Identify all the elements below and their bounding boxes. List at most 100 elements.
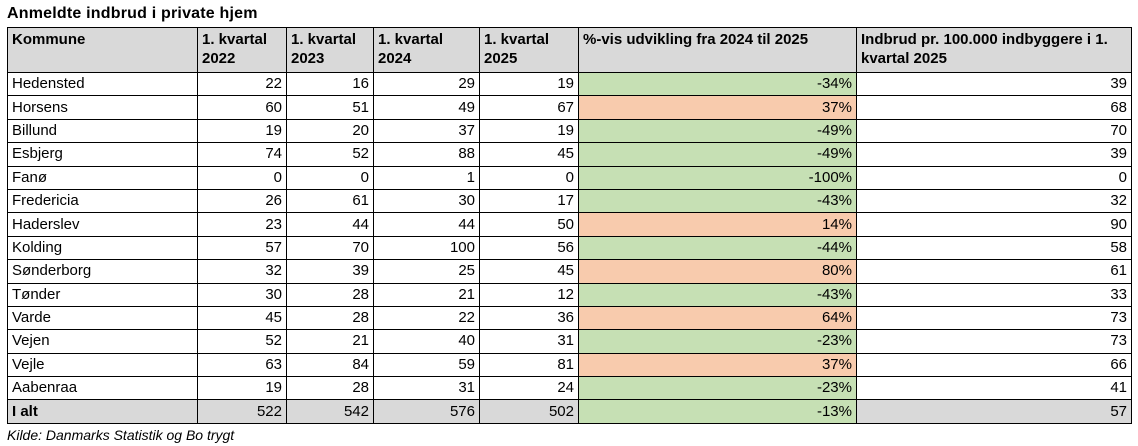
table-row: Varde 45 28 22 36 64% 73 [7,305,1132,331]
cell-q2022: 19 [197,376,287,401]
cell-q2023: 70 [286,235,374,261]
cell-change: -43% [578,188,857,214]
cell-q2024: 59 [373,352,480,378]
cell-per100k: 57 [856,399,1132,424]
header-change: %-vis udvikling fra 2024 til 2025 [578,27,857,73]
cell-kommune: Haderslev [7,212,198,237]
cell-q2023: 51 [286,95,374,120]
cell-per100k: 73 [856,305,1132,331]
source-note: Kilde: Danmarks Statistik og Bo trygt [7,427,235,443]
cell-per100k: 39 [856,71,1132,97]
cell-change: -23% [578,376,857,401]
cell-q2024: 31 [373,376,480,401]
cell-kommune: Esbjerg [7,142,198,167]
cell-kommune: Fredericia [7,188,198,214]
cell-per100k: 90 [856,212,1132,237]
table-row: Haderslev 23 44 44 50 14% 90 [7,212,1132,237]
cell-q2023: 61 [286,188,374,214]
cell-q2022: 45 [197,305,287,331]
cell-q2024: 44 [373,212,480,237]
cell-q2025: 12 [479,282,579,307]
cell-kommune: Tønder [7,282,198,307]
cell-change: -49% [578,142,857,167]
cell-q2023: 0 [286,165,374,190]
cell-q2022: 522 [197,399,287,424]
total-row: I alt 522 542 576 502 -13% 57 [7,399,1132,424]
cell-q2023: 28 [286,305,374,331]
cell-q2024: 576 [373,399,480,424]
cell-q2022: 26 [197,188,287,214]
cell-q2025: 67 [479,95,579,120]
cell-change: 14% [578,212,857,237]
cell-per100k: 61 [856,259,1132,284]
table-row: Vejle 63 84 59 81 37% 66 [7,352,1132,378]
cell-q2025: 24 [479,376,579,401]
table-row: Aabenraa 19 28 31 24 -23% 41 [7,376,1132,401]
cell-q2022: 60 [197,95,287,120]
cell-kommune: Billund [7,118,198,144]
cell-q2025: 50 [479,212,579,237]
cell-q2024: 1 [373,165,480,190]
table-row: Sønderborg 32 39 25 45 80% 61 [7,259,1132,284]
cell-q2023: 84 [286,352,374,378]
cell-q2025: 56 [479,235,579,261]
header-q2024: 1. kvartal 2024 [373,27,480,73]
cell-kommune: Kolding [7,235,198,261]
cell-kommune: Hedensted [7,71,198,97]
table-row: Vejen 52 21 40 31 -23% 73 [7,329,1132,354]
table-row: Hedensted 22 16 29 19 -34% 39 [7,71,1132,97]
header-q2022: 1. kvartal 2022 [197,27,287,73]
header-row: Kommune 1. kvartal 2022 1. kvartal 2023 … [7,27,1132,73]
cell-change: -13% [578,399,857,424]
cell-q2025: 45 [479,142,579,167]
cell-change: 80% [578,259,857,284]
cell-q2024: 25 [373,259,480,284]
page-title: Anmeldte indbrud i private hjem [7,5,258,22]
cell-q2024: 29 [373,71,480,97]
table-row: Billund 19 20 37 19 -49% 70 [7,118,1132,144]
burglary-table: Kommune 1. kvartal 2022 1. kvartal 2023 … [7,27,1132,424]
cell-q2024: 40 [373,329,480,354]
cell-kommune: Sønderborg [7,259,198,284]
table-row: Kolding 57 70 100 56 -44% 58 [7,235,1132,261]
cell-q2025: 81 [479,352,579,378]
cell-q2025: 31 [479,329,579,354]
cell-kommune: I alt [7,399,198,424]
cell-kommune: Horsens [7,95,198,120]
cell-q2025: 19 [479,71,579,97]
cell-per100k: 73 [856,329,1132,354]
cell-q2024: 30 [373,188,480,214]
header-q2023: 1. kvartal 2023 [286,27,374,73]
cell-q2025: 0 [479,165,579,190]
cell-per100k: 41 [856,376,1132,401]
cell-q2022: 57 [197,235,287,261]
table-row: Fredericia 26 61 30 17 -43% 32 [7,188,1132,214]
cell-per100k: 32 [856,188,1132,214]
cell-change: -100% [578,165,857,190]
cell-q2022: 23 [197,212,287,237]
table-row: Esbjerg 74 52 88 45 -49% 39 [7,142,1132,167]
cell-q2024: 21 [373,282,480,307]
cell-q2025: 17 [479,188,579,214]
cell-q2025: 19 [479,118,579,144]
cell-change: 37% [578,95,857,120]
cell-change: -34% [578,71,857,97]
cell-q2023: 28 [286,282,374,307]
cell-q2024: 49 [373,95,480,120]
table-row: Horsens 60 51 49 67 37% 68 [7,95,1132,120]
cell-q2023: 542 [286,399,374,424]
cell-q2022: 74 [197,142,287,167]
cell-per100k: 39 [856,142,1132,167]
cell-kommune: Varde [7,305,198,331]
table-row: Fanø 0 0 1 0 -100% 0 [7,165,1132,190]
cell-per100k: 70 [856,118,1132,144]
cell-change: 64% [578,305,857,331]
cell-q2022: 63 [197,352,287,378]
cell-change: -44% [578,235,857,261]
cell-q2022: 0 [197,165,287,190]
cell-kommune: Fanø [7,165,198,190]
cell-q2023: 28 [286,376,374,401]
cell-q2022: 30 [197,282,287,307]
cell-q2024: 37 [373,118,480,144]
cell-q2024: 22 [373,305,480,331]
